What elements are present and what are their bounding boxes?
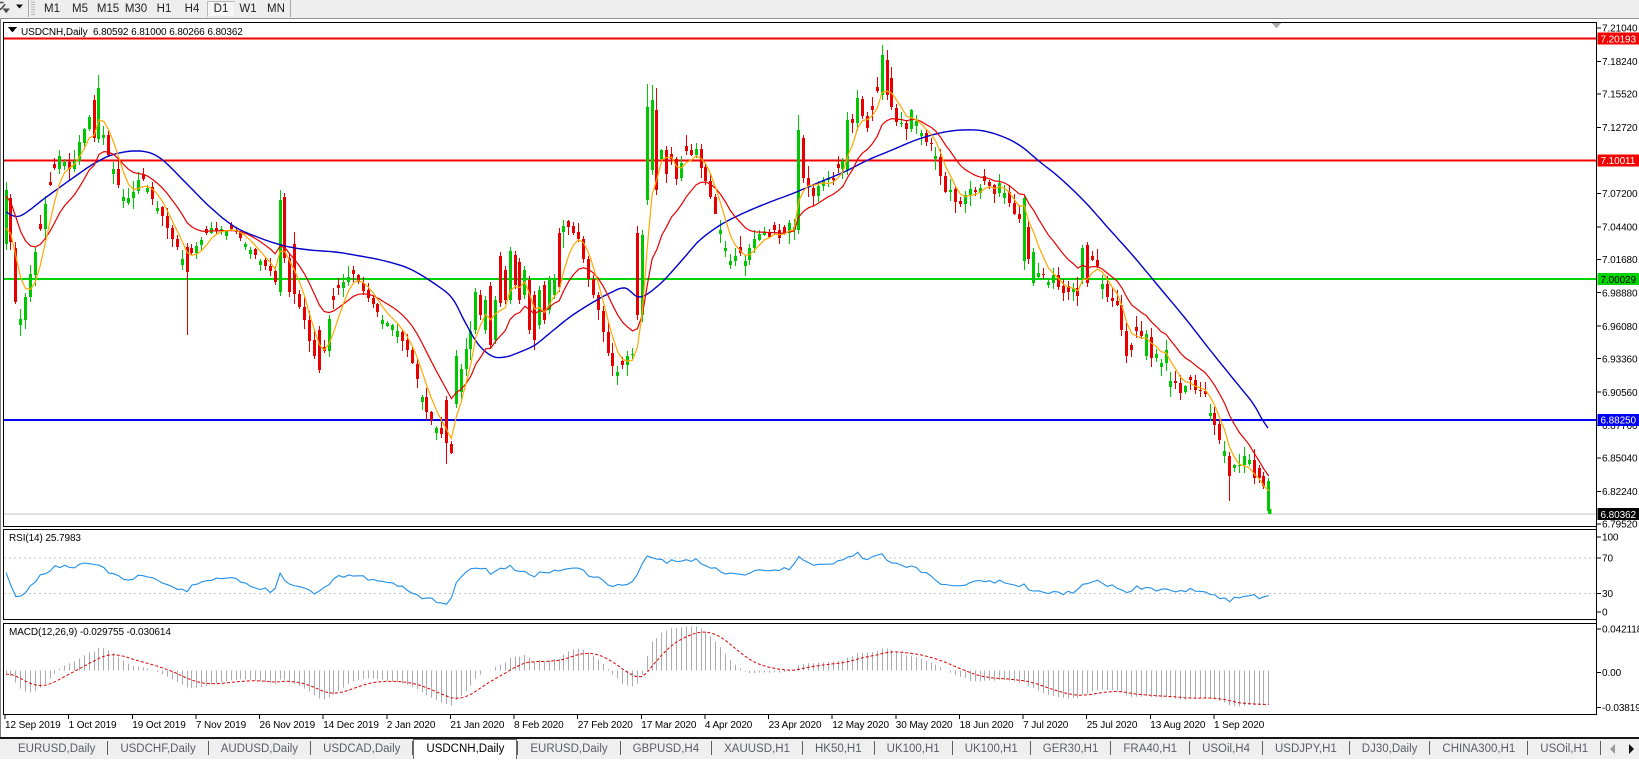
svg-text:6.96080: 6.96080 [1602, 322, 1638, 333]
svg-text:6.82240: 6.82240 [1602, 487, 1638, 498]
svg-text:6.90560: 6.90560 [1602, 388, 1638, 399]
svg-text:6.88250: 6.88250 [1601, 416, 1637, 427]
svg-text:7.04400: 7.04400 [1602, 222, 1638, 233]
svg-text:4 Apr 2020: 4 Apr 2020 [705, 720, 753, 731]
svg-text:7.20193: 7.20193 [1601, 34, 1637, 45]
svg-text:RSI(14) 25.7983: RSI(14) 25.7983 [9, 533, 81, 544]
svg-text:7.15520: 7.15520 [1602, 90, 1638, 101]
svg-text:7.01680: 7.01680 [1602, 255, 1638, 266]
svg-text:7 Jul 2020: 7 Jul 2020 [1023, 720, 1069, 731]
svg-text:25 Jul 2020: 25 Jul 2020 [1087, 720, 1138, 731]
svg-text:7.00029: 7.00029 [1601, 275, 1637, 286]
svg-text:12 May 2020: 12 May 2020 [832, 720, 889, 731]
svg-text:2 Jan 2020: 2 Jan 2020 [387, 720, 436, 731]
svg-text:8 Feb 2020: 8 Feb 2020 [514, 720, 564, 731]
svg-text:0.00: 0.00 [1602, 668, 1622, 679]
svg-text:7 Nov 2019: 7 Nov 2019 [196, 720, 247, 731]
svg-text:USDCNH,Daily 6.80592 6.81000: USDCNH,Daily 6.80592 6.81000 6.80266 6.8… [21, 27, 243, 38]
svg-text:1 Oct 2019: 1 Oct 2019 [69, 720, 117, 731]
svg-text:19 Oct 2019: 19 Oct 2019 [132, 720, 186, 731]
svg-text:27 Feb 2020: 27 Feb 2020 [578, 720, 634, 731]
svg-text:17 Mar 2020: 17 Mar 2020 [641, 720, 697, 731]
svg-text:23 Apr 2020: 23 Apr 2020 [769, 720, 822, 731]
svg-text:21 Jan 2020: 21 Jan 2020 [450, 720, 504, 731]
svg-text:30 May 2020: 30 May 2020 [896, 720, 953, 731]
svg-text:14 Dec 2019: 14 Dec 2019 [323, 720, 379, 731]
svg-text:30: 30 [1602, 589, 1613, 600]
svg-text:6.80362: 6.80362 [1601, 510, 1637, 521]
svg-text:18 Jun 2020: 18 Jun 2020 [960, 720, 1014, 731]
svg-text:26 Nov 2019: 26 Nov 2019 [260, 720, 316, 731]
svg-text:1 Sep 2020: 1 Sep 2020 [1214, 720, 1265, 731]
svg-text:6.85040: 6.85040 [1602, 454, 1638, 465]
svg-text:-0.038198: -0.038198 [1602, 703, 1639, 714]
svg-text:100: 100 [1602, 533, 1619, 544]
svg-text:7.10011: 7.10011 [1601, 156, 1636, 167]
svg-text:MACD(12,26,9) -0.029755 -0.030: MACD(12,26,9) -0.029755 -0.030614 [9, 627, 171, 638]
svg-text:7.18240: 7.18240 [1602, 57, 1638, 68]
svg-text:12 Sep 2019: 12 Sep 2019 [5, 720, 61, 731]
svg-text:6.79520: 6.79520 [1602, 520, 1638, 531]
svg-text:6.98880: 6.98880 [1602, 288, 1638, 299]
svg-text:0: 0 [1602, 608, 1608, 619]
svg-text:0.042118: 0.042118 [1602, 625, 1639, 636]
svg-text:6.93360: 6.93360 [1602, 354, 1638, 365]
svg-text:7.07200: 7.07200 [1602, 189, 1638, 200]
svg-text:7.12720: 7.12720 [1602, 123, 1638, 134]
svg-text:13 Aug 2020: 13 Aug 2020 [1150, 720, 1206, 731]
svg-text:70: 70 [1602, 554, 1613, 565]
